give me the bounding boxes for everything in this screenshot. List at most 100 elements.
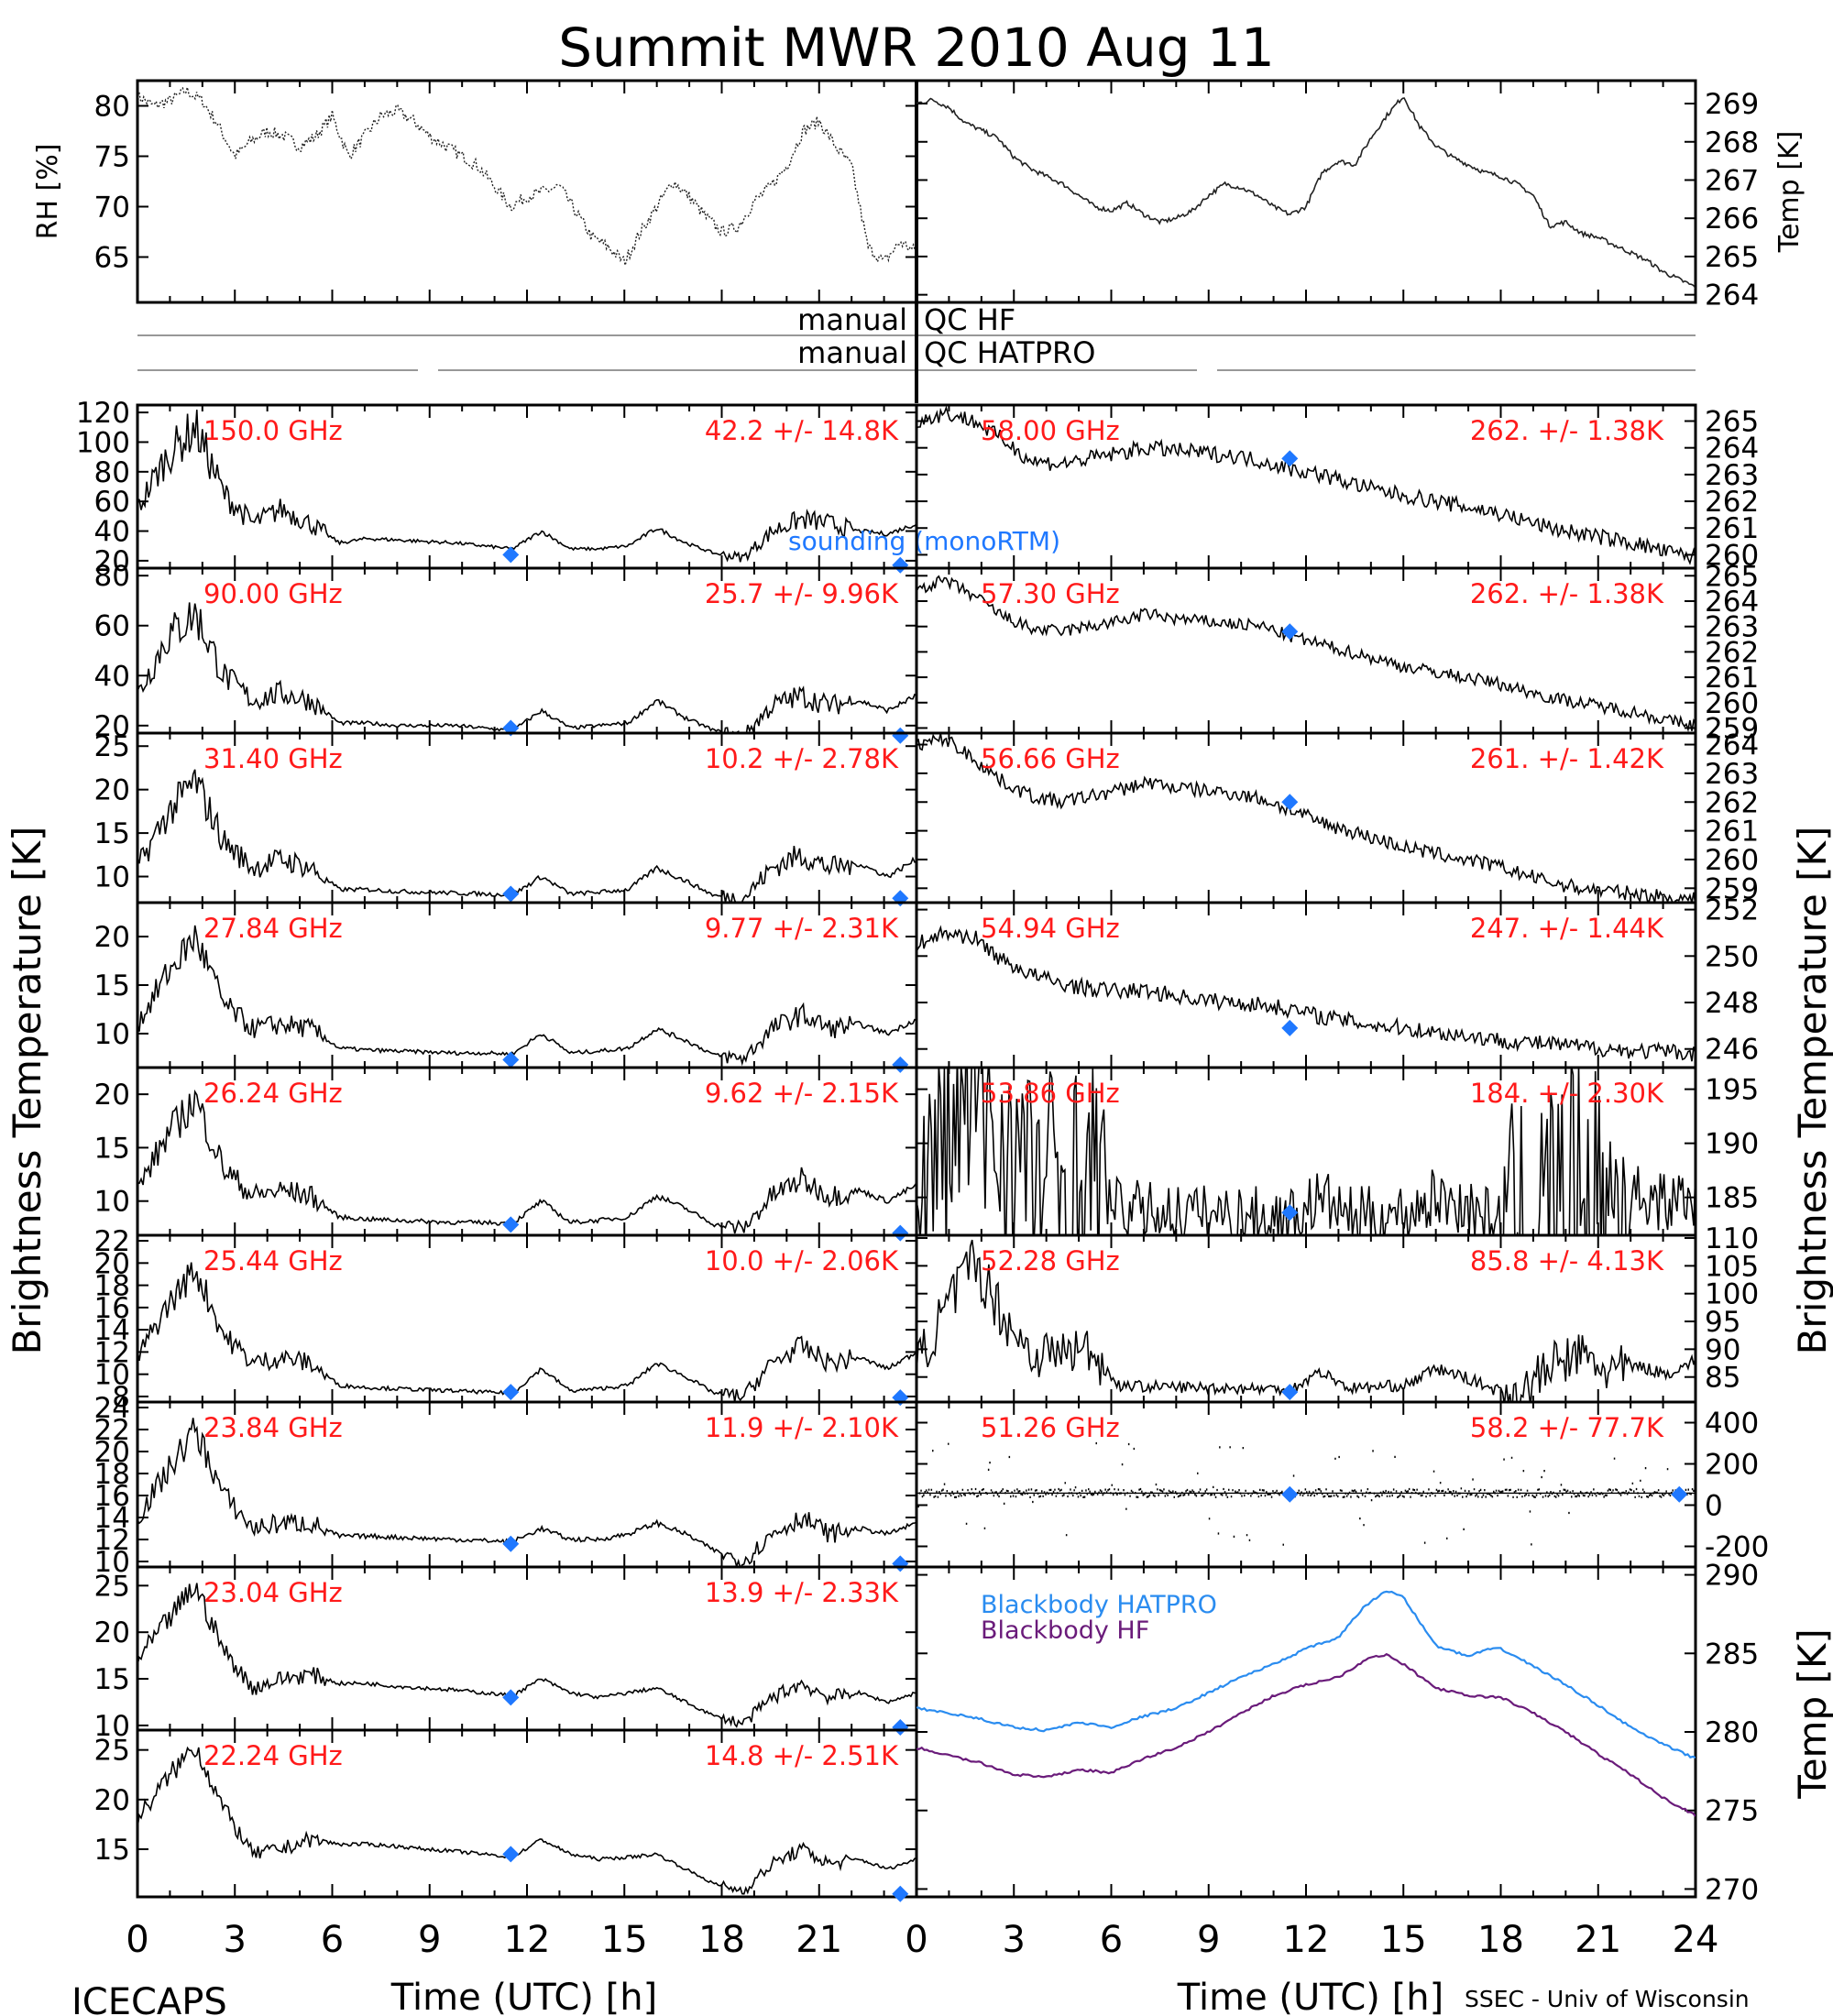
- tb-left-7-stat-label: 13.9 +/- 2.33K: [705, 1577, 899, 1608]
- tb-right-0-ytick-label: 260: [1705, 539, 1759, 572]
- tb-left-5-ytick-label: 12: [94, 1336, 130, 1369]
- tb-left-5-ytick-label: 8: [112, 1381, 130, 1414]
- tb-right-6-stat-label: 58.2 +/- 77.7K: [1470, 1412, 1664, 1443]
- tb-right-2-sounding-point: [1281, 794, 1299, 811]
- panel-tb-left-2: 10 15 20 25 31.40 GHz 10.2 +/- 2.78K: [94, 730, 918, 907]
- tb-left-2-ytick-label: 10: [94, 861, 130, 894]
- tb-right-5-ytick-label: 95: [1705, 1306, 1740, 1339]
- tb-right-5-freq-label: 52.28 GHz: [981, 1245, 1120, 1276]
- tb-left-1-trace: [137, 602, 916, 733]
- bb-series-1-line: [916, 1652, 1696, 1817]
- tb-left-3-trace: [137, 925, 916, 1067]
- tb-left-6-stat-label: 11.9 +/- 2.10K: [705, 1412, 899, 1443]
- tb-left-6-ytick-label: 24: [94, 1392, 130, 1425]
- tb-right-3-ytick-label: 252: [1705, 894, 1759, 927]
- tb-left-8-ytick-label: 20: [94, 1784, 130, 1817]
- tb-left-3-ytick-label: 10: [94, 1018, 130, 1051]
- tb-right-5-sounding-point: [1281, 1384, 1299, 1401]
- bb-ytick-label: 290: [1705, 1560, 1759, 1593]
- tb-left-5-sounding-point: [502, 1384, 520, 1401]
- tb-right-6-points: [916, 1441, 1696, 1546]
- tb-left-1-sounding-point: [892, 727, 909, 744]
- tb-left-0-sounding-point: [892, 556, 909, 574]
- tb-right-1-sounding-point: [1281, 623, 1299, 641]
- tt-frame: [915, 79, 1697, 304]
- tb-right-1-ytick-label: 265: [1705, 560, 1759, 593]
- tb-right-4-ytick-label: 195: [1705, 1074, 1759, 1107]
- tb-left-6-sounding-point: [502, 1535, 520, 1552]
- tb-left-8-sounding-point: [502, 1846, 520, 1863]
- tb-left-5-ytick-label: 10: [94, 1359, 130, 1392]
- tb-right-3-ytick-label: 248: [1705, 987, 1759, 1020]
- panel-surface-temp: 264 265 266 267 268 269 Temp [K]: [915, 79, 1806, 312]
- tb-left-3-sounding-point: [502, 1051, 520, 1068]
- tb-left-6-ytick-label: 18: [94, 1458, 130, 1491]
- tb-right-1-ytick-label: 262: [1705, 636, 1759, 669]
- rh-frame: [136, 79, 918, 304]
- x-tick-left: 12: [504, 1919, 551, 1961]
- tb-left-0-ytick-label: 100: [76, 426, 130, 459]
- tb-right-0-trace: [916, 405, 1696, 565]
- bb-series-0-line: [916, 1590, 1696, 1759]
- bb-legend-0: Blackbody HATPRO: [981, 1591, 1217, 1619]
- panel-tb-left-3: 10 15 20 27.84 GHz 9.77 +/- 2.31K: [94, 901, 918, 1073]
- tb-left-5-trace: [137, 1262, 916, 1402]
- tb-left-6-ytick-label: 20: [94, 1436, 130, 1469]
- tb-left-2-freq-label: 31.40 GHz: [203, 743, 343, 774]
- tb-left-8-freq-label: 22.24 GHz: [203, 1740, 343, 1771]
- tb-right-1-trace: [916, 575, 1696, 733]
- tb-right-1-ytick-label: 261: [1705, 662, 1759, 695]
- rh-ytick-label: 75: [94, 141, 130, 174]
- tb-left-8-sounding-point: [892, 1885, 909, 1902]
- x-label-right: Time (UTC) [h]: [1177, 1977, 1443, 2016]
- tb-left-1-ytick-label: 40: [94, 660, 130, 693]
- qc-hatpro-right-label: QC HATPRO: [924, 335, 1095, 370]
- panel-tb-left-1: 20 40 60 80 90.00 GHz 25.7 +/- 9.96K: [94, 560, 918, 744]
- tb-left-6-ytick-label: 12: [94, 1524, 130, 1557]
- tb-left-7-ytick-label: 15: [94, 1663, 130, 1696]
- tb-left-4-trace: [137, 1089, 916, 1234]
- tb-right-5-ytick-label: 105: [1705, 1250, 1759, 1283]
- bb-ytick-label: 270: [1705, 1873, 1759, 1906]
- tb-left-4-freq-label: 26.24 GHz: [203, 1078, 343, 1109]
- tb-left-4-sounding-point: [502, 1216, 520, 1233]
- tb-right-2-stat-label: 261. +/- 1.42K: [1470, 743, 1664, 774]
- rh-axis-title: RH [%]: [32, 144, 64, 240]
- tb-right-3-stat-label: 247. +/- 1.44K: [1470, 913, 1664, 944]
- tb-right-0-ytick-label: 263: [1705, 459, 1759, 492]
- tb-right-4-ytick-label: 190: [1705, 1128, 1759, 1161]
- tt-ytick-label: 266: [1705, 203, 1759, 236]
- x-tick-right: 3: [1003, 1919, 1026, 1961]
- x-tick-left: 0: [126, 1919, 148, 1961]
- left-axis-title: Brightness Temperature [K]: [5, 827, 49, 1355]
- tb-right-2-ytick-label: 262: [1705, 786, 1759, 819]
- sounding-legend-label: sounding (monoRTM): [788, 526, 1060, 556]
- rh-ytick-label: 70: [94, 192, 130, 225]
- tb-right-2-ytick-label: 259: [1705, 872, 1759, 905]
- tb-right-1-freq-label: 57.30 GHz: [981, 578, 1120, 609]
- footer-right-label: SSEC - Univ of Wisconsin: [1465, 1986, 1750, 2012]
- tb-left-8-ytick-label: 25: [94, 1735, 130, 1768]
- panel-surface-rh: 65 70 75 80 RH [%]: [32, 79, 918, 304]
- x-label-left: Time (UTC) [h]: [390, 1977, 657, 2016]
- tb-right-3-ytick-label: 246: [1705, 1034, 1759, 1067]
- tb-right-2-trace: [916, 733, 1696, 903]
- tb-right-1-ytick-label: 263: [1705, 611, 1759, 644]
- panel-tb-right-6: -200 0 200 400 51.26 GHz 58.2 +/- 77.7K: [915, 1400, 1769, 1569]
- tb-left-0-ytick-label: 20: [94, 545, 130, 578]
- figure-title: Summit MWR 2010 Aug 11: [558, 16, 1275, 79]
- tb-right-4-stat-label: 184. +/- 2.30K: [1470, 1078, 1664, 1109]
- tb-right-1-ytick-label: 260: [1705, 687, 1759, 720]
- tb-right-0-stat-label: 262. +/- 1.38K: [1470, 415, 1664, 446]
- tt-ytick-label: 268: [1705, 126, 1759, 159]
- tb-right-1-ytick-label: 264: [1705, 586, 1759, 619]
- bottom-right-axis-title: Temp [K]: [1790, 1628, 1833, 1800]
- tb-left-3-ytick-label: 20: [94, 921, 130, 954]
- tb-right-3-ytick-label: 250: [1705, 940, 1759, 973]
- tb-left-5-freq-label: 25.44 GHz: [203, 1245, 343, 1276]
